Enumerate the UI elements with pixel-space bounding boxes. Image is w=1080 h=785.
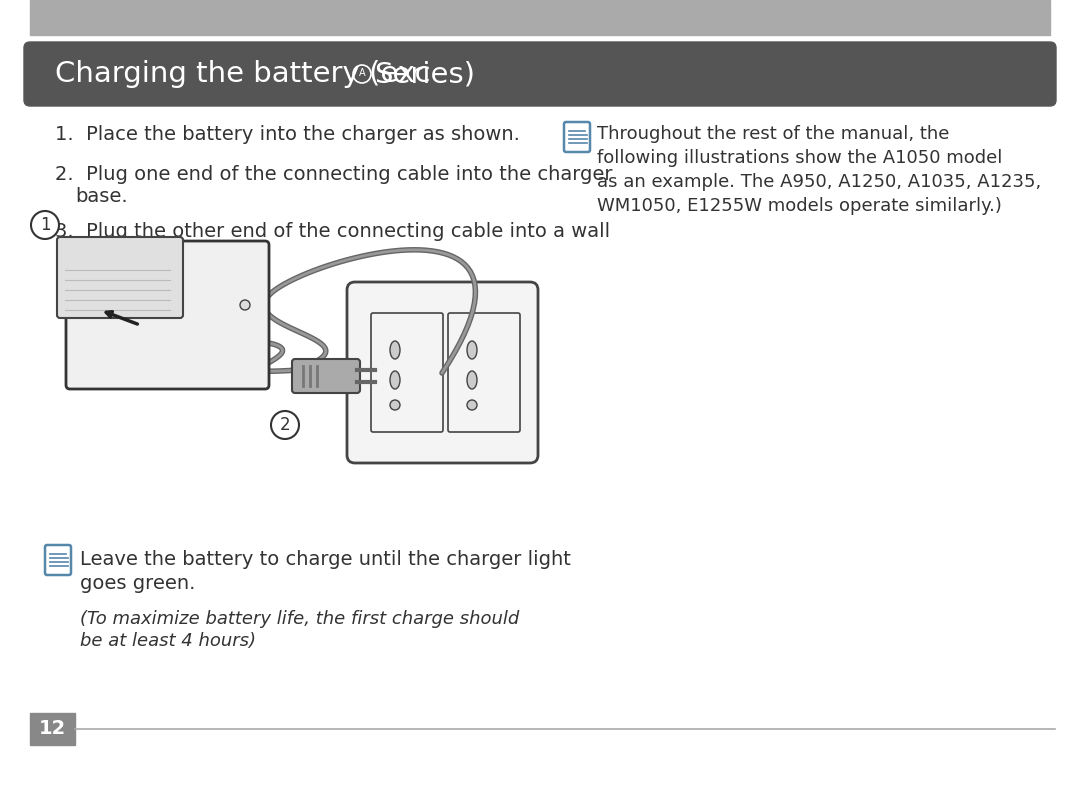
FancyBboxPatch shape [24, 42, 1056, 106]
Ellipse shape [467, 341, 477, 359]
Circle shape [271, 411, 299, 439]
Circle shape [390, 400, 400, 410]
Text: be at least 4 hours): be at least 4 hours) [80, 632, 256, 650]
Text: A: A [359, 68, 365, 78]
Ellipse shape [390, 371, 400, 389]
Text: 2: 2 [280, 416, 291, 434]
FancyBboxPatch shape [347, 282, 538, 463]
FancyBboxPatch shape [45, 545, 71, 575]
FancyBboxPatch shape [57, 237, 183, 318]
Text: Throughout the rest of the manual, the: Throughout the rest of the manual, the [597, 125, 949, 143]
Text: 12: 12 [39, 720, 66, 739]
Circle shape [31, 211, 59, 239]
FancyBboxPatch shape [66, 241, 269, 389]
Text: as an example. The A950, A1250, A1035, A1235,: as an example. The A950, A1250, A1035, A… [597, 173, 1041, 191]
Circle shape [467, 400, 477, 410]
Text: (To maximize battery life, the first charge should: (To maximize battery life, the first cha… [80, 610, 519, 628]
Text: 1.  Place the battery into the charger as shown.: 1. Place the battery into the charger as… [55, 125, 519, 144]
Bar [30, 713, 75, 745]
Text: Series): Series) [374, 60, 475, 88]
Text: goes green.: goes green. [80, 574, 195, 593]
Text: Charging the battery (exc: Charging the battery (exc [55, 60, 431, 88]
Text: 1: 1 [40, 216, 51, 234]
FancyBboxPatch shape [448, 313, 519, 432]
Text: 3.  Plug the other end of the connecting cable into a wall: 3. Plug the other end of the connecting … [55, 222, 610, 241]
Ellipse shape [467, 371, 477, 389]
Text: Leave the battery to charge until the charger light: Leave the battery to charge until the ch… [80, 550, 571, 569]
Text: WM1050, E1255W models operate similarly.): WM1050, E1255W models operate similarly.… [597, 197, 1002, 215]
Circle shape [240, 300, 249, 310]
Text: following illustrations show the A1050 model: following illustrations show the A1050 m… [597, 149, 1002, 167]
Bar [30, 0, 1050, 35]
Text: outlet.: outlet. [75, 244, 138, 263]
Text: 2.  Plug one end of the connecting cable into the charger: 2. Plug one end of the connecting cable … [55, 165, 612, 184]
FancyBboxPatch shape [292, 359, 360, 393]
FancyBboxPatch shape [564, 122, 590, 152]
Ellipse shape [390, 341, 400, 359]
FancyBboxPatch shape [372, 313, 443, 432]
Text: base.: base. [75, 187, 127, 206]
